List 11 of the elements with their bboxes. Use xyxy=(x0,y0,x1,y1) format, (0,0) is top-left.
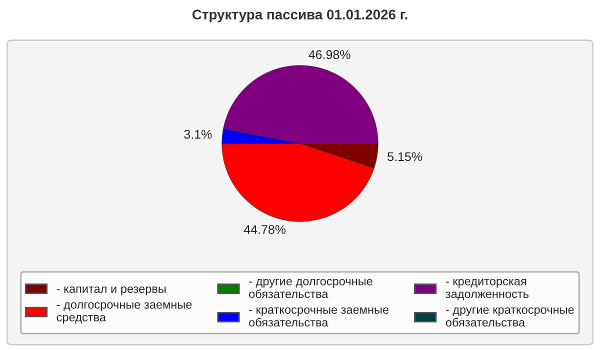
data-label: 44.78% xyxy=(244,225,286,234)
data-label: 46.98% xyxy=(308,50,350,60)
chart-title: Структура пассива 01.01.2026 г. xyxy=(192,10,408,22)
legend-label: - долгосрочные заемные средства xyxy=(56,302,192,324)
legend-label: - другие краткосрочные обязательства xyxy=(446,307,574,327)
data-label: 3.1% xyxy=(184,130,212,139)
legend-label: - краткосрочные заемные обязательства xyxy=(249,307,389,327)
data-label: 5.15% xyxy=(388,152,422,162)
legend-label: - капитал и резервы xyxy=(56,286,166,296)
legend-label: - другие долгосрочные обязательства xyxy=(249,278,372,298)
legend-label: - кредиторская задолженность xyxy=(446,278,529,300)
